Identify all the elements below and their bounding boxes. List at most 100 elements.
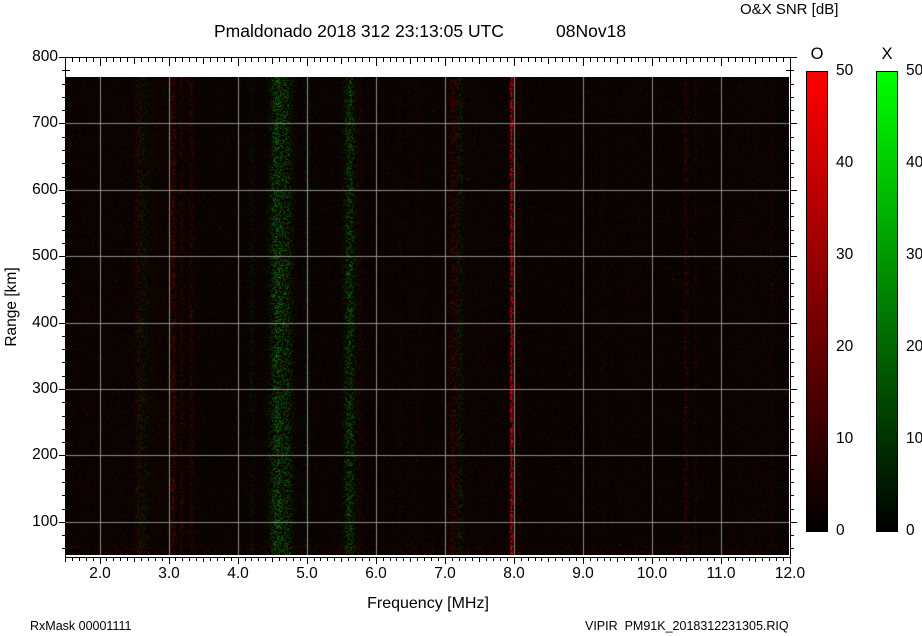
y-tick [62,482,65,483]
x-tick [217,558,218,561]
x-tick [472,558,473,561]
x-tick [162,558,163,561]
x-tick [93,558,94,561]
y-tick [791,123,797,124]
y-tick [62,402,65,403]
x-tick [673,58,674,62]
x-tick [776,58,777,62]
x-tick [307,558,308,564]
y-tick [791,309,794,310]
y-tick-label: 800 [32,48,58,65]
x-tick [210,558,211,561]
y-tick [791,416,794,417]
x-tick [541,58,542,62]
x-tick [680,58,681,62]
y-tick [791,362,794,363]
colorbar-tick-label: 50 [906,62,922,79]
x-tick [265,558,266,561]
x-tick-label: 8.0 [503,565,525,582]
x-tick [659,558,660,561]
x-tick [238,58,239,66]
x-tick [86,58,87,62]
x-tick [521,58,522,62]
x-tick [286,558,287,561]
x-tick [548,58,549,64]
x-tick [251,558,252,561]
x-tick [410,558,411,562]
colorbar-tick-label: 30 [836,246,854,263]
x-tick [265,58,266,62]
x-tick [376,58,377,66]
y-tick-label: 100 [32,513,58,530]
y-tick [62,442,65,443]
x-tick [438,58,439,62]
x-tick [438,558,439,561]
x-tick [431,58,432,62]
colorbar-tick-label: 40 [906,154,922,171]
x-tick [535,558,536,561]
x-tick [162,58,163,62]
x-tick [120,558,121,561]
x-tick [631,558,632,561]
x-tick [569,58,570,62]
x-tick [673,558,674,561]
x-tick [521,558,522,561]
x-tick [403,558,404,561]
x-tick [245,558,246,561]
x-tick [189,58,190,62]
x-tick [79,58,80,62]
x-tick [769,558,770,561]
x-tick [479,58,480,64]
x-tick [279,558,280,561]
x-tick-label: 6.0 [365,565,387,582]
y-tick [62,269,65,270]
y-tick [62,216,65,217]
x-tick [700,58,701,62]
x-tick [93,58,94,62]
y-tick [59,455,65,456]
x-tick [790,58,791,66]
y-tick [59,522,65,523]
x-tick [590,58,591,62]
y-tick [791,469,794,470]
x-tick [610,558,611,561]
y-tick [791,336,794,337]
colorbar-tick-label: 0 [836,522,845,539]
x-tick [396,558,397,561]
colorbar-title: O&X SNR [dB] [740,1,839,18]
y-tick [62,309,65,310]
y-tick [62,177,65,178]
x-tick [714,558,715,561]
y-tick [791,535,794,536]
x-tick [479,558,480,562]
x-tick [528,58,529,62]
x-tick [224,58,225,62]
x-tick [390,558,391,561]
x-tick [749,58,750,62]
y-tick [59,323,65,324]
x-tick [383,558,384,561]
x-tick [369,58,370,62]
y-tick-label: 600 [32,181,58,198]
y-tick-inner [66,70,70,71]
y-tick [791,495,794,496]
x-tick [604,58,605,62]
x-tick [148,558,149,561]
x-tick [196,58,197,62]
x-tick [590,558,591,561]
y-tick [791,163,794,164]
x-tick [693,58,694,62]
x-tick [141,558,142,561]
x-tick [65,58,66,64]
x-tick-label: 10.0 [636,565,668,582]
x-tick [106,58,107,62]
x-tick [410,58,411,64]
x-tick [424,58,425,62]
x-tick [597,558,598,561]
colorbar-tick-label: 20 [836,338,854,355]
y-tick [791,150,794,151]
y-tick [59,389,65,390]
x-tick [120,58,121,62]
y-tick [62,150,65,151]
y-tick [791,97,794,98]
